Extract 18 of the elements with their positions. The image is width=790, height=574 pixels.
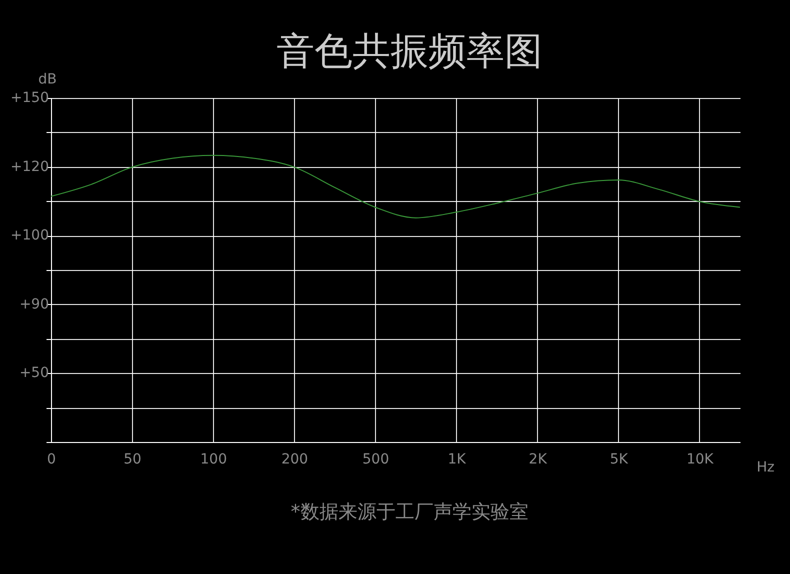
x-tick-label: 500 bbox=[362, 452, 390, 468]
x-tick-label: 2K bbox=[528, 452, 548, 468]
text: +150 bbox=[10, 90, 49, 106]
chart-title: 音色共振频率图 bbox=[276, 29, 542, 73]
text: +100 bbox=[10, 228, 49, 244]
x-tick-label: 5K bbox=[610, 452, 629, 468]
x-axis-title: Hz bbox=[756, 460, 774, 476]
text: +120 bbox=[10, 158, 49, 175]
x-tick-label: 0 bbox=[47, 452, 56, 468]
x-tick-label: 10K bbox=[686, 452, 714, 468]
x-tick-label: 100 bbox=[200, 452, 227, 468]
x-tick-label: 200 bbox=[281, 452, 308, 468]
text: +90 bbox=[19, 296, 49, 312]
x-tick-label: 1K bbox=[448, 452, 467, 468]
x-tick-label: 50 bbox=[124, 452, 142, 468]
text: *数据来源于工厂声学实验室 bbox=[290, 501, 528, 523]
y-axis-title: dB bbox=[38, 72, 57, 88]
text: +50 bbox=[19, 365, 49, 382]
